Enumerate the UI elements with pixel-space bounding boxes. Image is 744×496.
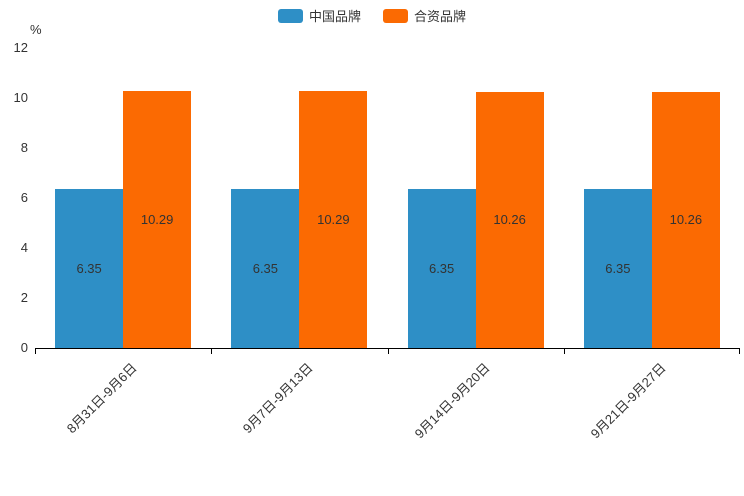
legend-swatch-icon [383, 8, 408, 23]
x-tick-label: 9月7日-9月13日 [240, 360, 317, 437]
bar-value-label: 10.29 [317, 211, 350, 227]
x-axis-tick [35, 349, 36, 354]
y-tick-label: 8 [20, 140, 28, 155]
y-tick-label: 4 [20, 240, 28, 255]
x-axis: 8月31日-9月6日 9月7日-9月13日 9月14日-9月20日 9月21日-9月2… [35, 350, 740, 496]
x-tick-label: 9月21日-9月27日 [587, 360, 669, 442]
bar-series-0[interactable]: 6.35 [55, 189, 124, 348]
x-tick-label: 9月14日-9月20日 [411, 360, 493, 442]
x-tick-label: 8月31日-9月6日 [63, 360, 140, 437]
legend-swatch-icon [277, 8, 303, 23]
bar-group: 6.35 10.26 [564, 48, 740, 348]
bar-series-0[interactable]: 6.35 [583, 189, 652, 348]
legend-label: 合资品牌 [414, 9, 467, 24]
bar-group: 6.35 10.26 [388, 48, 564, 348]
y-tick-label: 6 [20, 190, 28, 205]
y-tick-label: 2 [20, 290, 28, 305]
bar-value-label: 10.29 [140, 211, 174, 227]
bar-value-label: 6.35 [76, 261, 102, 277]
bar-series-0[interactable]: 6.35 [407, 189, 476, 348]
y-tick-label: 12 [13, 40, 28, 55]
plot-area: 6.35 10.29 6.35 10.29 6.35 10.26 6.35 10.26 [35, 48, 740, 354]
x-axis-tick [739, 349, 740, 354]
legend: 中国品牌 合资品牌 [0, 6, 744, 25]
bar-series-1[interactable]: 10.26 [651, 91, 720, 348]
bar-value-label: 6.35 [252, 261, 279, 277]
legend-item-series-0[interactable]: 中国品牌 [277, 6, 361, 25]
x-axis-tick [387, 349, 389, 354]
x-axis-tick [211, 349, 213, 354]
y-axis-unit-label: % [30, 22, 42, 37]
x-axis-tick [563, 349, 565, 354]
y-tick-label: 10 [13, 90, 28, 105]
bar-series-1[interactable]: 10.26 [475, 91, 544, 348]
legend-item-series-1[interactable]: 合资品牌 [383, 6, 466, 25]
bar-series-1[interactable]: 10.29 [123, 90, 192, 348]
y-tick-label: 0 [20, 340, 28, 355]
bar-value-label: 6.35 [605, 261, 631, 277]
bar-value-label: 6.35 [428, 261, 455, 277]
legend-label: 中国品牌 [308, 9, 361, 24]
bar-group: 6.35 10.29 [35, 48, 211, 348]
bar-value-label: 10.26 [669, 212, 703, 228]
bar-series-1[interactable]: 10.29 [299, 90, 368, 348]
bar-series-0[interactable]: 6.35 [231, 189, 300, 348]
bar-group: 6.35 10.29 [211, 48, 387, 348]
bar-value-label: 10.26 [493, 212, 526, 228]
